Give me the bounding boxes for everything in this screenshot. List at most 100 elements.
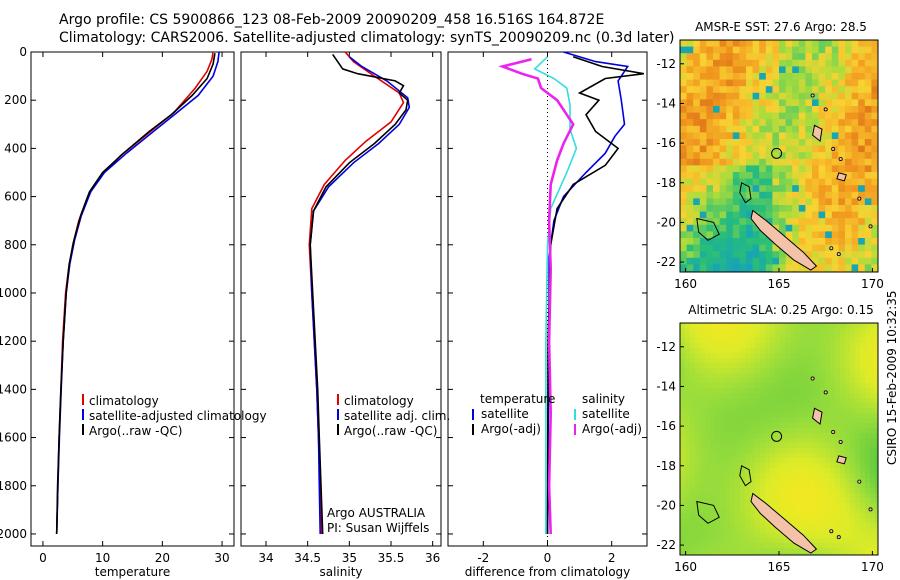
sla-cell [865,548,871,554]
sst-cell [713,40,720,47]
sla-cell [745,383,751,389]
sla-cell [860,443,866,449]
sst-cell [779,99,786,107]
sst-cell [785,53,793,61]
sla-cell [685,428,691,434]
sla-cell [770,548,776,554]
sst-cell [805,231,813,239]
sla-cell [795,498,801,504]
sla-cell [785,428,791,434]
sla-cell [740,463,746,469]
sla-cell [790,443,796,449]
sst-cell [680,172,687,179]
sla-cell [825,338,831,344]
sla-cell [840,523,846,529]
sla-cell [830,363,836,369]
sst-cell [792,119,800,127]
sla-cell [775,358,781,364]
sla-cell [690,483,696,489]
sst-cell [713,205,720,212]
sla-cell [725,368,731,374]
sst-cell [765,218,773,226]
sla-cell [875,333,878,339]
sla-cell [760,418,766,424]
sla-cell [695,428,701,434]
sst-cell [726,125,734,133]
sla-cell [685,408,691,414]
sst-cell [792,178,800,186]
sst-cell [838,40,846,47]
sla-cell [710,463,716,469]
sla-cell [795,508,801,514]
sla-cell [730,413,736,419]
sla-cell [800,498,806,504]
sla-cell [810,348,816,354]
sst-cell [713,139,720,146]
sla-cell [720,393,726,399]
sst-cell [719,218,727,226]
sst-cell [680,224,687,232]
sst-cell [752,86,760,94]
sla-cell [750,443,756,449]
sla-cell [745,513,751,519]
sst-cell [680,46,687,54]
sla-cell [730,448,736,454]
sla-cell [765,553,771,555]
sst-cell [713,185,720,193]
sla-cell [820,443,826,449]
sst-cell [779,172,786,179]
sla-cell [875,528,878,534]
sla-cell [770,338,776,344]
sst-cell [805,119,813,127]
sla-cell [865,398,871,404]
sla-cell [685,493,691,499]
sst-cell [779,73,786,80]
sst-cell [680,244,687,252]
sla-cell [810,343,816,349]
sst-cell [792,238,800,245]
sst-cell [792,132,800,140]
sla-cell [860,463,866,469]
sla-cell [830,513,836,519]
sst-cell [713,92,720,100]
sst-cell [779,46,786,54]
sst-cell [858,79,866,87]
sla-cell [760,478,766,484]
sla-cell [770,398,776,404]
sla-cell [760,518,766,524]
sst-cell [752,99,760,107]
sst-cell [752,205,760,212]
sst-cell [871,79,878,87]
sla-cell [820,413,826,419]
sla-cell [800,323,806,329]
sla-cell [820,553,826,555]
sla-cell [775,548,781,554]
figure-title-line2: Climatology: CARS2006. Satellite-adjuste… [59,30,674,46]
sst-cell [858,106,866,113]
sla-cell [680,478,686,484]
sla-cell [685,533,691,539]
sla-cell [770,448,776,454]
sla-cell [680,523,686,529]
sst-cell [871,145,878,153]
sst-cell [818,178,826,186]
sla-cell [700,508,706,514]
sla-cell [825,333,831,339]
sst-cell [746,257,753,265]
sla-cell [685,468,691,474]
sst-cell [765,106,773,113]
y-tick-label: 0 [19,45,27,59]
sla-cell [740,343,746,349]
sst-cell [838,73,846,80]
sla-cell [845,548,851,554]
sla-cell [720,498,726,504]
sla-cell [680,323,686,329]
sla-cell [770,323,776,329]
sla-cell [775,488,781,494]
sla-cell [755,543,761,549]
sst-cell [752,251,760,259]
sla-cell [850,438,856,444]
sla-cell [810,513,816,519]
sla-cell [775,338,781,344]
sla-cell [690,508,696,514]
